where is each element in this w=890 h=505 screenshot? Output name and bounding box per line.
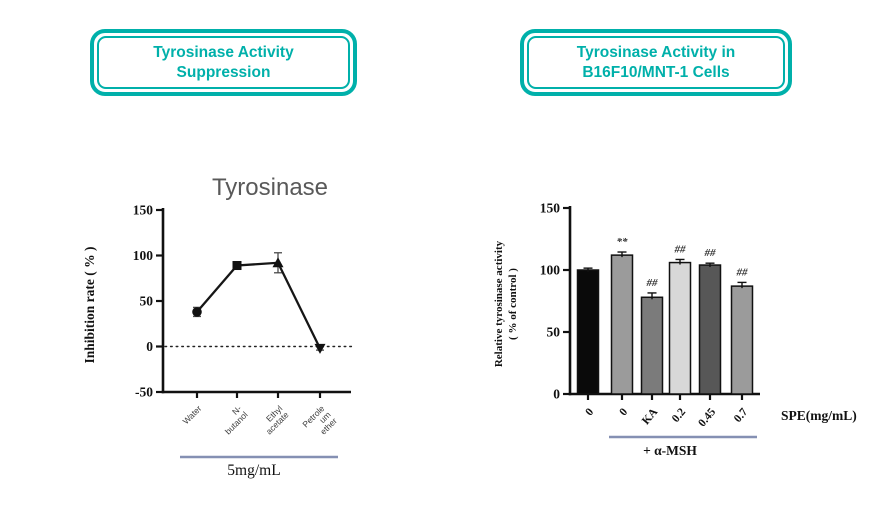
header-left-line1: Tyrosinase Activity bbox=[153, 43, 294, 61]
x-category-label: Water bbox=[181, 403, 204, 426]
header-left-box: Tyrosinase Activity Suppression bbox=[90, 29, 357, 96]
chart-title: Tyrosinase bbox=[212, 174, 328, 201]
marker-square bbox=[232, 261, 242, 271]
x-category-label: N-butanol bbox=[217, 403, 250, 436]
y-tick-label: 100 bbox=[540, 263, 561, 278]
bar bbox=[668, 261, 692, 395]
header-right-line1: Tyrosinase Activity in bbox=[576, 43, 736, 61]
x-category-label: KA bbox=[640, 406, 661, 427]
x-axis-unit-label: SPE(mg/mL) bbox=[781, 408, 857, 423]
x-category-label: Ethylacetate bbox=[258, 403, 291, 436]
header-right-box: Tyrosinase Activity in B16F10/MNT-1 Cell… bbox=[520, 29, 792, 96]
bar bbox=[576, 269, 600, 395]
x-category-label: 0 bbox=[617, 406, 630, 418]
significance-annotation: ## bbox=[674, 243, 687, 255]
x-category-label: 0.7 bbox=[732, 406, 751, 425]
group-label: 5mg/mL bbox=[227, 462, 280, 479]
x-category-label: 0 bbox=[583, 406, 596, 418]
x-category-label: Petroleumether bbox=[300, 403, 339, 442]
y-axis-label-line2: ( % of control ) bbox=[507, 268, 519, 340]
x-category-label: 0.45 bbox=[696, 406, 718, 429]
bar bbox=[730, 285, 754, 395]
header-left-line2: Suppression bbox=[176, 63, 271, 81]
significance-annotation: ## bbox=[704, 247, 717, 259]
bar bbox=[640, 296, 664, 395]
y-tick-label: 100 bbox=[133, 248, 154, 263]
header-left-inner: Tyrosinase Activity Suppression bbox=[97, 36, 350, 89]
y-tick-label: 50 bbox=[140, 294, 154, 309]
tyrosinase-bar-chart: 0 50 100 150 Relative tyrosinase activity( %… bbox=[493, 201, 857, 459]
y-axis-label: Inhibition rate ( % ) bbox=[82, 246, 97, 363]
significance-annotation: ** bbox=[617, 236, 629, 248]
marker-circle bbox=[192, 307, 202, 317]
marker-triangle-down bbox=[314, 343, 326, 354]
x-category-label: 0.2 bbox=[670, 406, 689, 425]
bar bbox=[610, 254, 634, 395]
bar bbox=[698, 264, 722, 395]
header-right-line2: B16F10/MNT-1 Cells bbox=[582, 63, 730, 81]
tyrosinase-line-chart: Tyrosinase 150 100 50 0 -50 Inhibition rate ( … bbox=[82, 174, 353, 479]
data-line bbox=[196, 261, 322, 349]
y-axis-label-line1: Relative tyrosinase activity bbox=[493, 240, 505, 367]
y-tick-label: 150 bbox=[540, 201, 561, 216]
y-tick-label: 150 bbox=[133, 203, 154, 218]
y-tick-label: -50 bbox=[135, 385, 153, 400]
group-label: + α-MSH bbox=[643, 443, 697, 458]
header-left-text: Tyrosinase Activity Suppression bbox=[153, 43, 293, 83]
significance-annotation: ## bbox=[736, 266, 749, 278]
header-right-inner: Tyrosinase Activity in B16F10/MNT-1 Cell… bbox=[527, 36, 785, 89]
marker-triangle-up bbox=[272, 257, 284, 268]
significance-annotation: ## bbox=[646, 277, 659, 289]
y-tick-label: 0 bbox=[553, 387, 560, 402]
y-tick-label: 0 bbox=[146, 339, 153, 354]
header-right-text: Tyrosinase Activity in B16F10/MNT-1 Cell… bbox=[577, 43, 736, 83]
y-tick-label: 50 bbox=[547, 325, 561, 340]
